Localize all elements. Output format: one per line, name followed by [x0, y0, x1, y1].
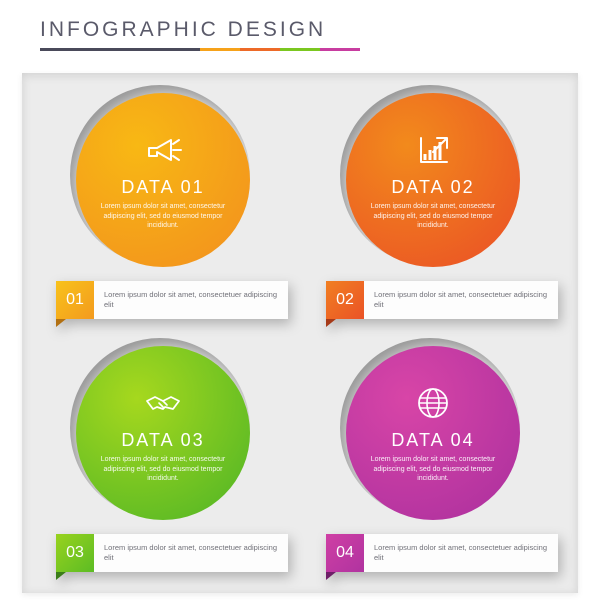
megaphone-icon	[142, 129, 184, 171]
rule-seg-2	[240, 48, 280, 51]
circle-fill: DATA 04 Lorem ipsum dolor sit amet, conse…	[346, 346, 520, 520]
handshake-icon	[142, 382, 184, 424]
circle-title: DATA 03	[121, 430, 204, 451]
infographic-item-02: DATA 02 Lorem ipsum dolor sit amet, conse…	[312, 85, 572, 325]
rule-seg-1	[200, 48, 240, 51]
bar-text: Lorem ipsum dolor sit amet, consectetuer…	[94, 534, 288, 572]
bar-number: 02	[326, 281, 364, 319]
circle-03: DATA 03 Lorem ipsum dolor sit amet, conse…	[70, 338, 250, 518]
bar-number: 03	[56, 534, 94, 572]
chart-up-icon	[412, 129, 454, 171]
header: INFOGRAPHIC DESIGN	[0, 0, 600, 63]
circle-fill: DATA 03 Lorem ipsum dolor sit amet, conse…	[76, 346, 250, 520]
circle-title: DATA 02	[391, 177, 474, 198]
bar-text: Lorem ipsum dolor sit amet, consectetuer…	[94, 281, 288, 319]
label-bar-01: 01Lorem ipsum dolor sit amet, consectetu…	[56, 281, 288, 319]
circle-body: Lorem ipsum dolor sit amet, consectetur …	[366, 455, 500, 483]
circle-body: Lorem ipsum dolor sit amet, consectetur …	[96, 202, 230, 230]
infographic-canvas: DATA 01 Lorem ipsum dolor sit amet, conse…	[22, 73, 578, 593]
label-bar-04: 04Lorem ipsum dolor sit amet, consectetu…	[326, 534, 558, 572]
circle-fill: DATA 02 Lorem ipsum dolor sit amet, conse…	[346, 93, 520, 267]
circle-04: DATA 04 Lorem ipsum dolor sit amet, conse…	[340, 338, 520, 518]
circle-01: DATA 01 Lorem ipsum dolor sit amet, conse…	[70, 85, 250, 265]
bar-number: 01	[56, 281, 94, 319]
rule-seg-main	[40, 48, 200, 51]
circle-title: DATA 01	[121, 177, 204, 198]
header-rule	[40, 48, 360, 51]
circle-title: DATA 04	[391, 430, 474, 451]
label-bar-02: 02Lorem ipsum dolor sit amet, consectetu…	[326, 281, 558, 319]
bar-number: 04	[326, 534, 364, 572]
bar-text: Lorem ipsum dolor sit amet, consectetuer…	[364, 534, 558, 572]
circle-body: Lorem ipsum dolor sit amet, consectetur …	[96, 455, 230, 483]
globe-icon	[412, 382, 454, 424]
bar-text: Lorem ipsum dolor sit amet, consectetuer…	[364, 281, 558, 319]
rule-seg-3	[280, 48, 320, 51]
circle-body: Lorem ipsum dolor sit amet, consectetur …	[366, 202, 500, 230]
circle-fill: DATA 01 Lorem ipsum dolor sit amet, conse…	[76, 93, 250, 267]
infographic-item-01: DATA 01 Lorem ipsum dolor sit amet, conse…	[42, 85, 302, 325]
infographic-item-03: DATA 03 Lorem ipsum dolor sit amet, conse…	[42, 338, 302, 578]
label-bar-03: 03Lorem ipsum dolor sit amet, consectetu…	[56, 534, 288, 572]
circle-02: DATA 02 Lorem ipsum dolor sit amet, conse…	[340, 85, 520, 265]
infographic-item-04: DATA 04 Lorem ipsum dolor sit amet, conse…	[312, 338, 572, 578]
page-title: INFOGRAPHIC DESIGN	[40, 18, 560, 42]
rule-seg-4	[320, 48, 360, 51]
